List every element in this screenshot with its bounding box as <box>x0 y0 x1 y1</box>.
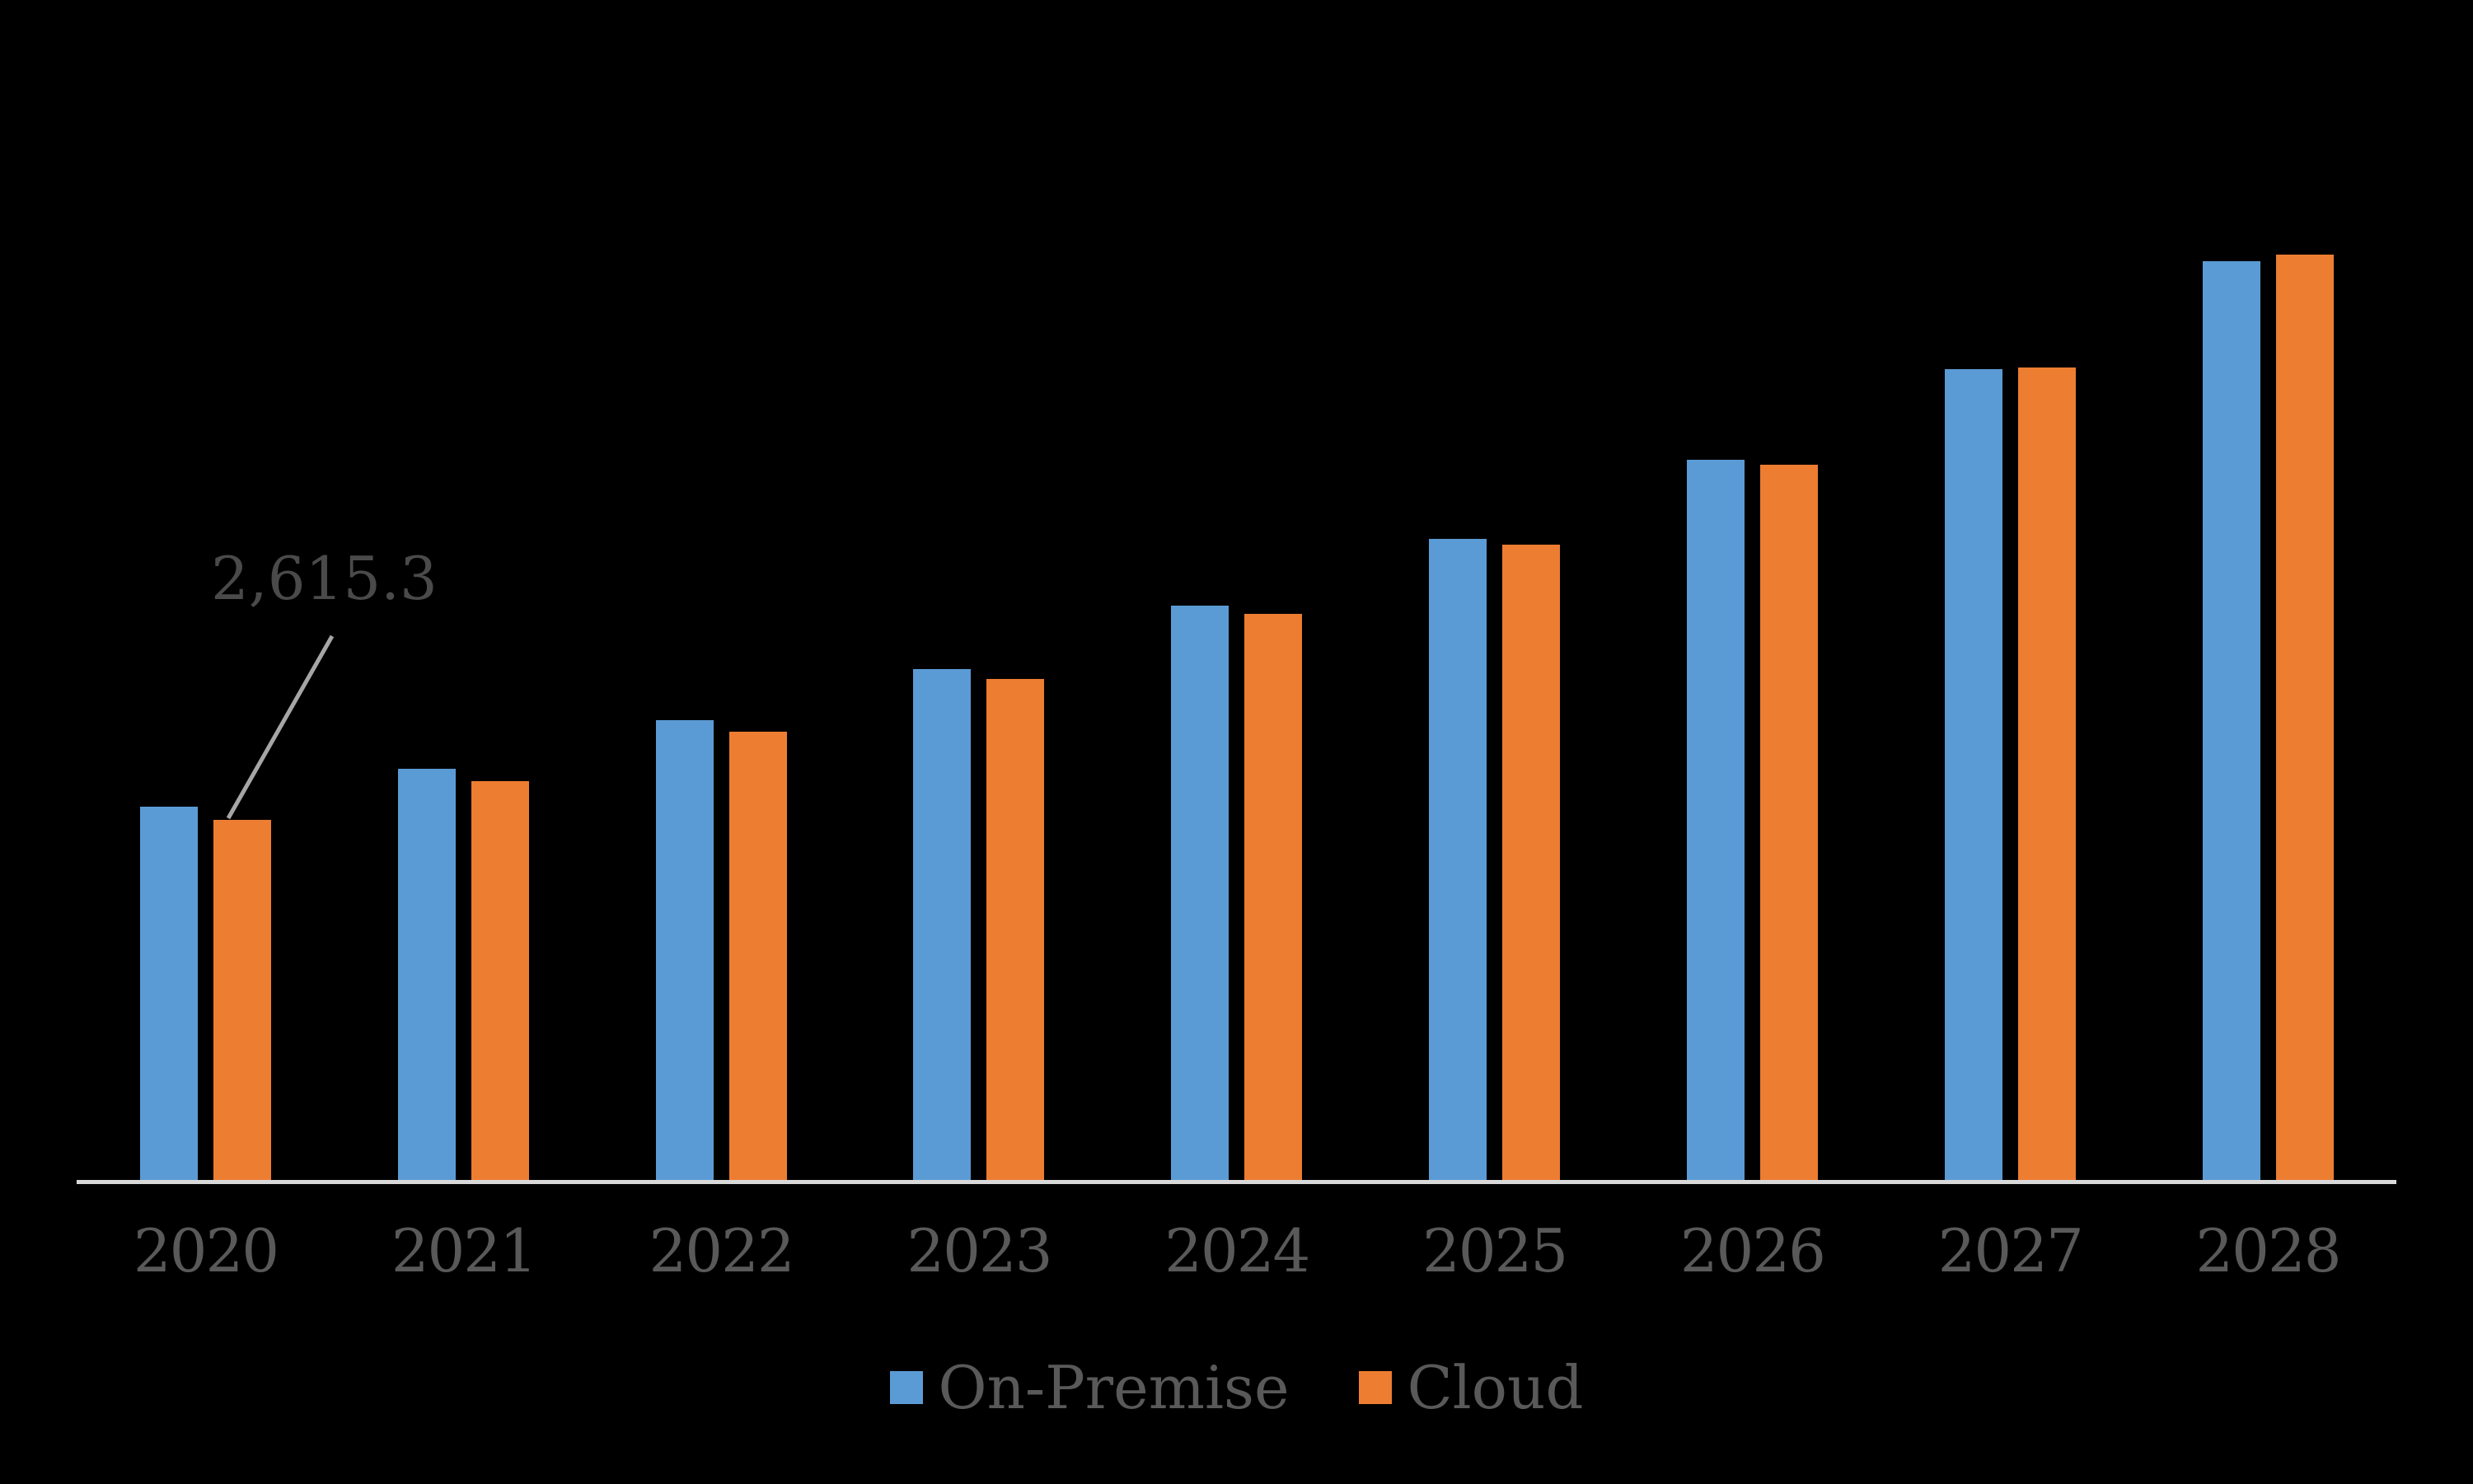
bar-2028-cloud <box>2275 255 2334 1180</box>
bar-2026-on-premise <box>1686 460 1745 1180</box>
legend-swatch-on-premise <box>889 1371 923 1404</box>
x-tick-2022: 2022 <box>649 1216 795 1285</box>
x-tick-2028: 2028 <box>2195 1216 2341 1285</box>
bar-2027-on-premise <box>1944 369 2002 1180</box>
x-axis-line <box>77 1180 2396 1184</box>
x-tick-2025: 2025 <box>1422 1216 1568 1285</box>
x-tick-2024: 2024 <box>1164 1216 1310 1285</box>
bar-2028-on-premise <box>2202 261 2260 1180</box>
data-label-2020-cloud: 2,615.3 <box>211 544 438 613</box>
x-tick-2026: 2026 <box>1679 1216 1826 1285</box>
bar-2020-on-premise <box>140 807 198 1180</box>
legend-swatch-cloud <box>1358 1371 1392 1404</box>
x-tick-2023: 2023 <box>906 1216 1052 1285</box>
bar-2020-cloud <box>213 820 271 1180</box>
legend-label-on-premise: On-Premise <box>938 1353 1290 1422</box>
bar-2027-cloud <box>2017 367 2076 1180</box>
x-tick-2020: 2020 <box>133 1216 279 1285</box>
bar-2023-cloud <box>986 679 1045 1180</box>
bar-2026-cloud <box>1759 465 1818 1180</box>
legend-item-on-premise: On-Premise <box>889 1353 1290 1422</box>
bar-2022-cloud <box>728 732 787 1180</box>
bar-2022-on-premise <box>655 720 714 1180</box>
x-tick-2021: 2021 <box>391 1216 537 1285</box>
bar-2025-on-premise <box>1429 539 1487 1180</box>
bar-2023-on-premise <box>913 669 972 1180</box>
x-tick-2027: 2027 <box>1937 1216 2084 1285</box>
bar-2021-on-premise <box>397 769 456 1180</box>
legend-label-cloud: Cloud <box>1407 1353 1584 1422</box>
legend-item-cloud: Cloud <box>1358 1353 1584 1422</box>
bar-2025-cloud <box>1502 545 1561 1180</box>
bar-2024-cloud <box>1244 614 1303 1180</box>
bar-2021-cloud <box>471 781 529 1180</box>
legend: On-Premise Cloud <box>77 1358 2396 1417</box>
bar-2024-on-premise <box>1171 606 1229 1180</box>
